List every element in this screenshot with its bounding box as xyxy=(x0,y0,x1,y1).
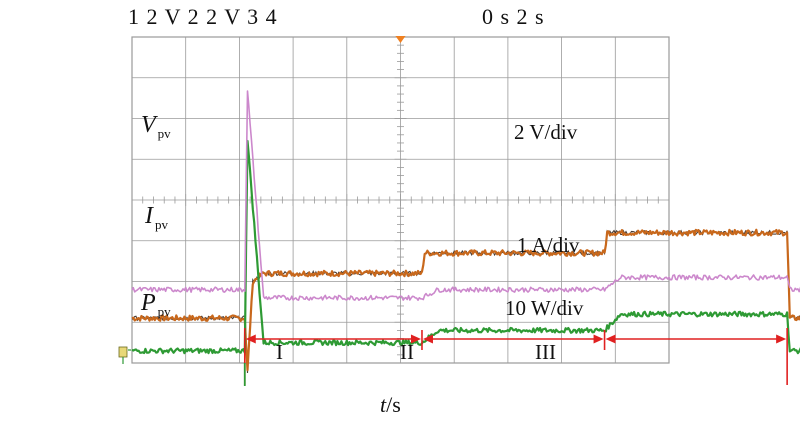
x-axis-symbol: t xyxy=(380,392,387,417)
region-arrow-head-right xyxy=(593,334,604,344)
region-arrow-head-left xyxy=(245,334,256,344)
region-label-2: II xyxy=(400,340,414,364)
ipv-symbol: I xyxy=(145,203,153,229)
region-label-3: III xyxy=(535,340,556,364)
traces xyxy=(131,90,800,374)
region-arrow-head-right xyxy=(776,334,787,344)
trigger-marker-icon xyxy=(395,36,406,43)
region-arrow-head-right xyxy=(410,334,421,344)
vpv-subscript: pv xyxy=(157,126,171,141)
ground-marker-icon xyxy=(118,346,128,358)
region-arrows xyxy=(243,328,788,385)
region-arrow-head-left xyxy=(422,334,433,344)
x-axis-unit: /s xyxy=(386,392,401,417)
vpv-trace xyxy=(131,228,800,372)
grid xyxy=(131,36,670,364)
vpv-symbol: V xyxy=(141,112,156,138)
ppv-trace xyxy=(131,90,800,301)
header-timebase: 0 s 2 s xyxy=(482,4,545,29)
region-label-1: I xyxy=(276,340,283,364)
ppv-symbol: P xyxy=(141,290,156,316)
x-axis-label: t/s xyxy=(380,392,401,418)
ipv-subscript: pv xyxy=(155,217,168,232)
vpv-scale-label: 2 V/div xyxy=(514,120,578,144)
ipv-trace xyxy=(131,139,800,355)
ppv-subscript: pv xyxy=(157,304,171,319)
ppv-scale-label: 10 W/div xyxy=(505,296,584,320)
ipv-scale-label: 1 A/div xyxy=(517,233,580,257)
region-arrow-head-left xyxy=(605,334,616,344)
markers xyxy=(118,36,406,386)
header-channel-settings: 1 2 V 2 2 V 3 4 xyxy=(128,4,278,29)
